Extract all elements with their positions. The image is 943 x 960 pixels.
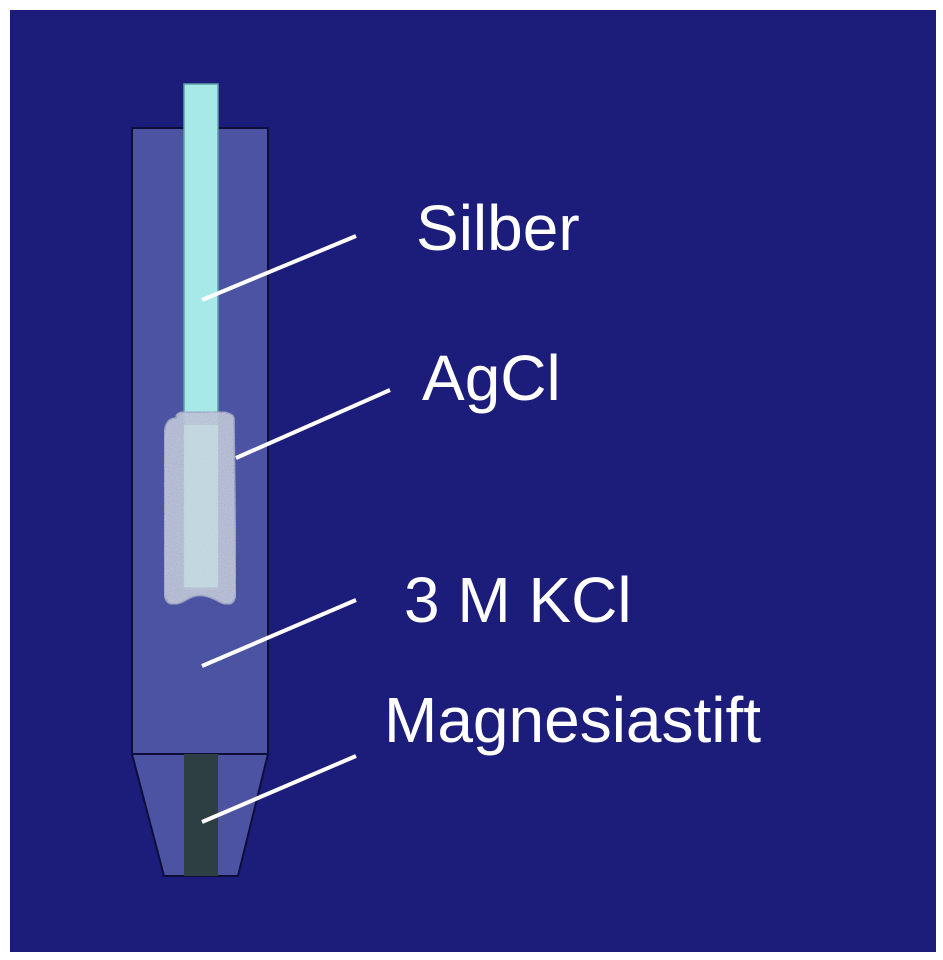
magnesia-pin xyxy=(184,754,218,876)
label-agcl: AgCl xyxy=(422,342,561,414)
leader-line-agcl xyxy=(235,388,391,460)
silver-wire-coated xyxy=(184,425,218,587)
label-3m-kcl: 3 M KCl xyxy=(404,564,632,636)
label-silber: Silber xyxy=(416,192,580,264)
leader-line-kcl xyxy=(201,598,357,668)
leader-line-magnesiastift xyxy=(201,754,357,824)
label-magnesiastift: Magnesiastift xyxy=(384,684,762,756)
leader-line-silber xyxy=(201,234,357,302)
